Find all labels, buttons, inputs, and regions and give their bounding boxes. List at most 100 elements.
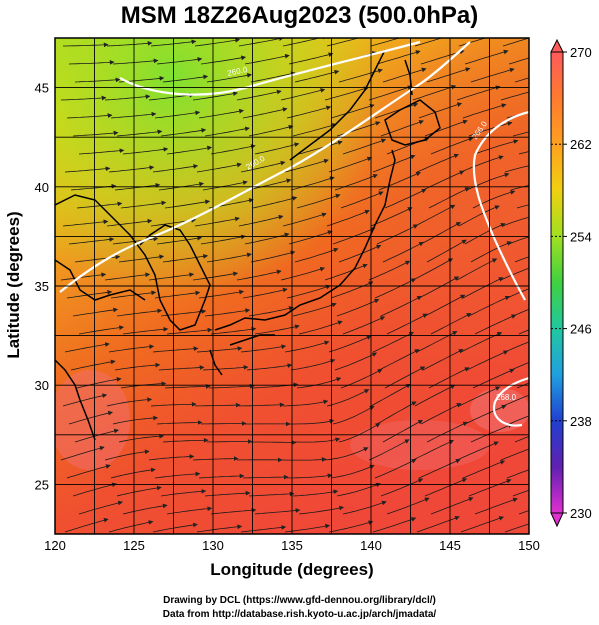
streamline — [324, 447, 369, 461]
streamline — [470, 423, 513, 443]
streamline — [108, 344, 155, 353]
streamline — [516, 204, 529, 209]
streamline — [194, 402, 241, 408]
streamline — [204, 490, 251, 497]
streamline — [296, 377, 342, 389]
streamline — [236, 89, 282, 101]
streamline — [330, 464, 375, 479]
streamline — [412, 84, 457, 101]
streamline — [280, 266, 325, 281]
streamline — [104, 94, 151, 101]
streamline — [120, 200, 167, 209]
x-tick-label: 130 — [202, 538, 224, 553]
streamline — [510, 362, 529, 371]
streamline — [204, 126, 250, 137]
streamline — [474, 139, 519, 155]
streamline — [288, 52, 334, 65]
x-axis-label: Longitude (degrees) — [210, 560, 373, 579]
streamline — [292, 302, 337, 317]
x-tick-label: 150 — [518, 538, 540, 553]
x-tick-label: 120 — [44, 538, 66, 553]
streamline — [64, 166, 111, 173]
streamline — [474, 314, 517, 335]
streamline — [420, 403, 462, 425]
streamline — [248, 491, 295, 497]
y-tick-label: 40 — [35, 180, 49, 195]
streamline — [424, 119, 468, 137]
streamline — [342, 138, 387, 155]
streamline — [384, 188, 427, 209]
streamline — [66, 289, 113, 299]
streamline — [286, 473, 333, 479]
streamline — [508, 415, 529, 425]
streamline — [324, 263, 368, 281]
streamline — [368, 85, 413, 101]
colorbar-tick-label: 270 — [570, 45, 592, 60]
streamline — [420, 222, 462, 245]
y-tick-label: 35 — [35, 279, 49, 294]
streamline — [78, 148, 125, 155]
streamline — [74, 77, 121, 83]
streamline — [468, 121, 513, 137]
streamline — [200, 234, 246, 245]
streamline — [156, 420, 203, 425]
streamline — [502, 394, 529, 407]
streamline — [106, 218, 153, 227]
streamline — [240, 524, 287, 533]
streamline — [152, 346, 199, 353]
streamline — [246, 178, 292, 191]
streamline — [162, 253, 209, 263]
streamline — [162, 437, 209, 443]
streamline — [164, 199, 211, 209]
streamline — [342, 500, 387, 515]
streamline — [456, 85, 501, 101]
streamline — [376, 401, 417, 425]
streamline — [414, 204, 456, 227]
streamline — [242, 107, 288, 119]
streamline — [70, 359, 116, 371]
streamline — [422, 349, 464, 371]
streamline — [458, 205, 500, 227]
streamline — [330, 103, 375, 119]
streamline — [66, 464, 111, 479]
streamline — [68, 410, 113, 425]
streamline — [206, 439, 253, 444]
streamline — [74, 254, 121, 263]
streamline — [154, 290, 201, 299]
streamline — [500, 91, 529, 101]
streamline — [76, 201, 123, 209]
streamline — [464, 222, 506, 245]
colorbar-tick-label: 254 — [570, 229, 592, 244]
streamline — [466, 350, 509, 371]
streamline — [246, 363, 293, 371]
streamline — [374, 459, 417, 479]
y-axis-label: Latitude (degrees) — [4, 211, 23, 358]
colorbar-top-arrow — [550, 38, 564, 53]
streamline — [426, 421, 468, 443]
streamline — [368, 439, 410, 461]
streamline — [384, 366, 426, 389]
streamline — [372, 517, 417, 533]
streamline — [376, 50, 421, 65]
streamline — [198, 473, 245, 479]
streamline — [118, 254, 165, 263]
x-tick-label: 140 — [360, 538, 382, 553]
streamline — [462, 460, 506, 479]
streamline — [506, 288, 529, 299]
colorbar-bottom-arrow — [550, 512, 564, 528]
streamline — [156, 57, 203, 65]
colorbar: 270 262 254 246 238 230 — [550, 38, 592, 528]
streamline — [424, 294, 466, 317]
streamline — [502, 38, 529, 47]
streamline — [298, 505, 345, 515]
streamline — [122, 503, 168, 515]
streamline — [148, 454, 195, 461]
streamline — [428, 367, 470, 389]
streamline — [280, 88, 326, 101]
streamline — [68, 236, 115, 245]
streamline — [340, 191, 384, 209]
streamline — [470, 241, 512, 263]
streamline — [154, 110, 201, 119]
streamline — [196, 162, 242, 173]
map-title: MSM 18Z26Aug2023 (500.0hPa) — [120, 2, 479, 29]
